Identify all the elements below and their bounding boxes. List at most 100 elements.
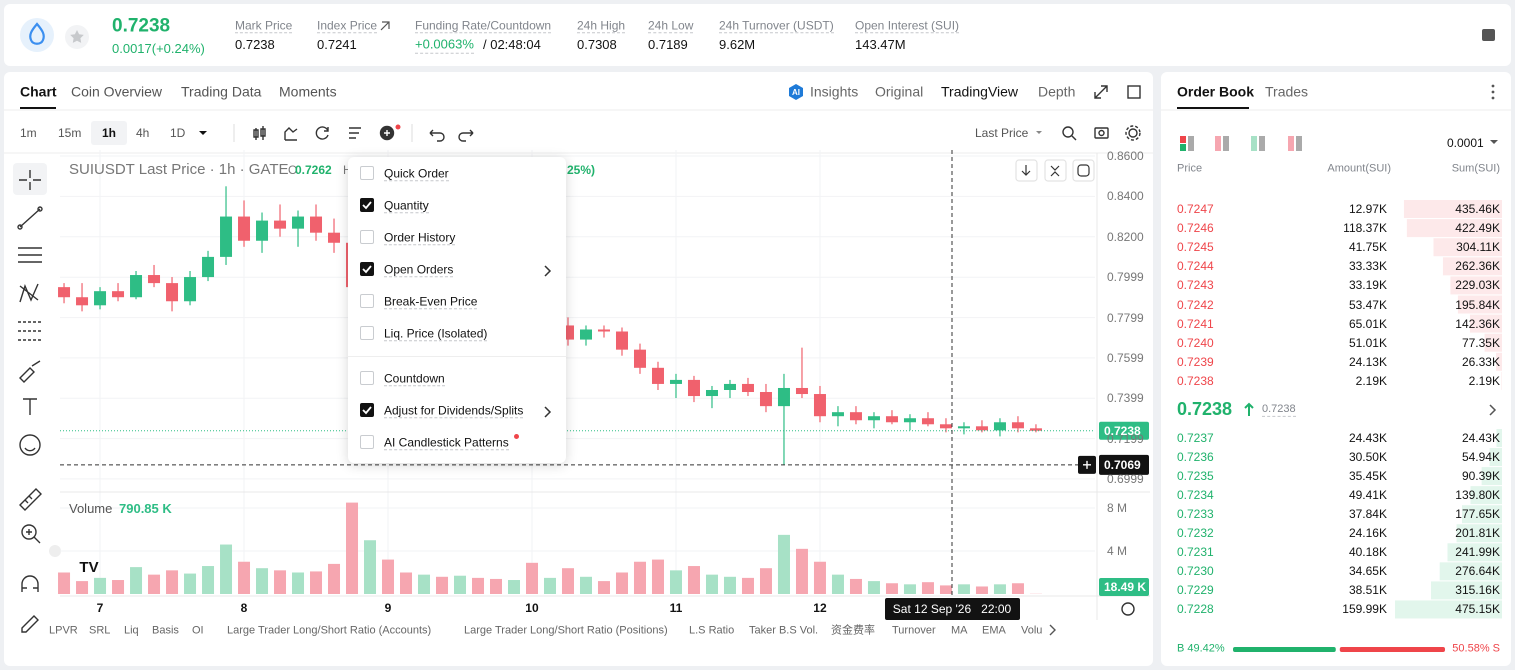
indicator-tab[interactable]: MA (951, 624, 968, 637)
window-icon[interactable] (1127, 85, 1141, 99)
menu-item[interactable]: Adjust for Dividends/Splits (384, 403, 524, 419)
ob-price[interactable]: 0.7237 (1177, 430, 1214, 445)
ob-price[interactable]: 0.7236 (1177, 449, 1214, 464)
ob-price[interactable]: 0.7245 (1177, 239, 1214, 254)
checkbox[interactable] (360, 166, 374, 180)
menu-item[interactable]: Liq. Price (Isolated) (384, 326, 488, 342)
ob-price[interactable]: 0.7247 (1177, 201, 1214, 216)
price-change: 0.0017(+0.24%) (112, 41, 205, 57)
indicator-tab[interactable]: Taker B.S Vol. (749, 624, 819, 637)
chart-tab[interactable]: Chart (20, 83, 57, 100)
insights-icon-text: AI (792, 88, 800, 97)
indicator-tab[interactable]: SRL (89, 624, 111, 637)
ob-tab[interactable]: Trades (1265, 83, 1309, 100)
settings-icon[interactable] (1121, 602, 1135, 616)
ob-tab[interactable]: Order Book (1177, 83, 1255, 100)
interval[interactable]: 15m (58, 125, 82, 140)
candle-body (723, 383, 736, 390)
submenu-arrow[interactable] (543, 405, 553, 423)
volume-bar (292, 572, 305, 594)
indicator-tab[interactable]: LPVR (49, 624, 78, 637)
ob-price[interactable]: 0.7242 (1177, 297, 1214, 312)
menu-item[interactable]: Order History (384, 230, 456, 246)
view-tab[interactable]: Depth (1038, 83, 1076, 100)
menu-item[interactable]: Quantity (384, 198, 429, 214)
chart-tab[interactable]: Moments (279, 83, 337, 100)
ob-price[interactable]: 0.7241 (1177, 316, 1214, 331)
indicator-tab[interactable]: EMA (982, 624, 1006, 637)
expand-icon[interactable] (1094, 85, 1108, 99)
candle-body (885, 416, 898, 423)
ob-price[interactable]: 0.7244 (1177, 259, 1214, 274)
interval[interactable]: 1h (102, 125, 117, 140)
indicator-tab[interactable]: L.S Ratio (689, 624, 735, 637)
chart-buttons[interactable] (1015, 159, 1095, 182)
checkbox[interactable] (360, 294, 374, 308)
interval[interactable]: 1m (20, 125, 37, 140)
indicator-tab[interactable]: Turnover (892, 624, 936, 637)
menu-item[interactable]: Open Orders (384, 262, 454, 278)
drawing-tools[interactable] (17, 170, 43, 633)
stat-label: 24h High (577, 18, 626, 34)
ob-price[interactable]: 0.7239 (1177, 354, 1214, 369)
ob-price[interactable]: 0.7235 (1177, 468, 1214, 483)
indicator-tab[interactable]: Basis (152, 624, 179, 637)
ob-price[interactable]: 0.7231 (1177, 545, 1214, 560)
dropdown-arrow[interactable] (1490, 140, 1498, 144)
chevron[interactable] (1049, 624, 1056, 636)
volume-bar (184, 573, 197, 594)
menu-item[interactable]: Quick Order (384, 166, 449, 182)
indicator-tab[interactable]: Large Trader Long/Short Ratio (Accounts) (227, 624, 432, 637)
depth-bar (1470, 486, 1502, 505)
precision[interactable]: 0.0001 (1447, 135, 1484, 150)
toolbar-icons[interactable] (253, 125, 1141, 142)
insights-icon (789, 84, 803, 100)
view-tab[interactable]: TradingView (941, 83, 1019, 100)
chevron[interactable] (1489, 404, 1497, 416)
checkbox[interactable] (360, 230, 374, 244)
ob-price[interactable]: 0.7229 (1177, 583, 1214, 598)
ob-amount: 33.19K (1348, 278, 1387, 293)
interval[interactable]: 4h (136, 125, 150, 140)
checkbox[interactable] (360, 435, 374, 449)
submenu-arrow[interactable] (543, 264, 553, 282)
menu-item[interactable]: Countdown (384, 371, 445, 387)
ob-price[interactable]: 0.7243 (1177, 278, 1214, 293)
ob-price[interactable]: 0.7240 (1177, 335, 1214, 350)
indicator-tab[interactable]: OI (192, 624, 204, 637)
menu-item[interactable]: Break-Even Price (384, 294, 478, 310)
ob-price[interactable]: 0.7233 (1177, 506, 1214, 521)
menu-item[interactable]: AI Candlestick Patterns (384, 435, 509, 451)
checkbox[interactable] (360, 198, 374, 212)
ob-price[interactable]: 0.7234 (1177, 487, 1214, 502)
candle-body (921, 418, 934, 425)
ob-price[interactable]: 0.7238 (1177, 373, 1214, 388)
ob-price[interactable]: 0.7228 (1177, 602, 1214, 617)
checkbox[interactable] (360, 403, 374, 417)
view-tab[interactable]: Original (875, 83, 924, 100)
interval[interactable]: 1D (170, 125, 186, 140)
indicator-tab[interactable]: Volu (1021, 624, 1043, 637)
chart-tab[interactable]: Trading Data (181, 83, 262, 100)
view-tab[interactable]: Insights (810, 83, 859, 100)
header-right-icon[interactable] (1482, 29, 1495, 41)
layout-icons[interactable] (1180, 136, 1302, 151)
collapse-handle[interactable] (49, 545, 61, 557)
checkbox[interactable] (360, 371, 374, 385)
indicator-tab[interactable]: 资金费率 (831, 624, 875, 637)
chart-tab[interactable]: Coin Overview (71, 83, 163, 100)
coin-logo (20, 18, 54, 52)
indicator-tab[interactable]: Liq (124, 624, 139, 637)
more-icon[interactable] (1491, 84, 1495, 100)
dropdown-arrow[interactable] (199, 131, 207, 135)
volume-bar (76, 581, 89, 594)
indicator-tab[interactable]: Large Trader Long/Short Ratio (Positions… (464, 624, 668, 637)
price-source[interactable]: Last Price (975, 125, 1029, 140)
checkbox[interactable] (360, 262, 374, 276)
last-price-label: 0.7238 (1104, 423, 1141, 438)
ob-price[interactable]: 0.7246 (1177, 220, 1214, 235)
ob-price[interactable]: 0.7232 (1177, 526, 1214, 541)
dropdown-arrow[interactable] (1036, 131, 1042, 134)
ob-price[interactable]: 0.7230 (1177, 564, 1214, 579)
checkbox[interactable] (360, 326, 374, 340)
